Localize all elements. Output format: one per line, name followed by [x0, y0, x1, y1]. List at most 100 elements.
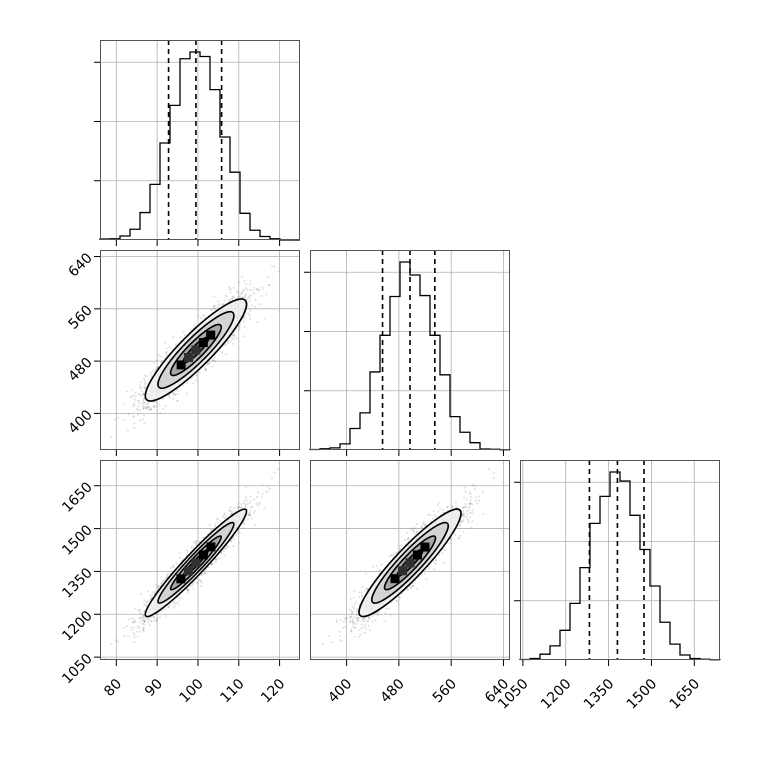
scatter-point — [172, 393, 175, 396]
scatter-point — [220, 552, 223, 555]
scatter-point — [142, 418, 145, 421]
scatter-point — [183, 331, 185, 334]
scatter-point — [271, 265, 273, 268]
scatter-point — [187, 588, 190, 591]
scatter-point — [204, 368, 207, 371]
scatter-point — [175, 562, 178, 565]
scatter-point — [203, 572, 206, 575]
scatter-point — [131, 404, 134, 407]
scatter-point — [224, 343, 227, 346]
scatter-point — [277, 270, 280, 273]
scatter-point — [142, 399, 145, 402]
scatter-point — [197, 315, 200, 317]
scatter-point — [227, 340, 230, 343]
scatter-point — [130, 396, 133, 399]
scatter-point — [237, 506, 240, 509]
scatter-point — [185, 392, 188, 395]
scatter-point — [179, 552, 182, 555]
scatter-point — [235, 534, 238, 537]
scatter-point — [237, 295, 240, 298]
scatter-point — [174, 393, 177, 396]
scatter-point — [151, 593, 154, 596]
scatter-point — [153, 591, 156, 594]
scatter-point — [219, 519, 221, 522]
scatter-point — [210, 562, 213, 565]
scatter-point — [147, 600, 150, 603]
scatter-point — [155, 617, 158, 620]
scatter-point — [257, 289, 260, 292]
scatter-point — [203, 315, 206, 317]
scatter-point — [194, 542, 197, 545]
scatter-point — [222, 515, 224, 518]
scatter-point — [232, 338, 235, 341]
scatter-point — [190, 585, 193, 588]
scatter-point — [155, 359, 158, 362]
scatter-point — [168, 605, 171, 608]
scatter-point — [260, 496, 263, 499]
scatter-point — [130, 617, 133, 620]
scatter-point — [213, 307, 216, 310]
scatter-point — [261, 288, 264, 291]
scatter-point — [143, 422, 146, 425]
scatter-point — [232, 545, 235, 547]
scatter-point — [153, 401, 155, 404]
scatter-point — [187, 589, 190, 592]
scatter-point — [132, 415, 135, 418]
scatter-point — [208, 361, 211, 364]
scatter-point — [219, 557, 222, 560]
scatter-point — [252, 286, 255, 289]
scatter-point — [163, 357, 166, 359]
scatter-point — [249, 294, 252, 297]
scatter-point — [140, 612, 142, 615]
scatter-point — [144, 620, 146, 623]
scatter-point — [125, 390, 128, 393]
scatter-point — [229, 291, 232, 294]
scatter-point — [110, 436, 113, 438]
scatter-point — [157, 354, 160, 357]
scatter-point — [142, 629, 145, 631]
scatter-point — [228, 298, 231, 301]
scatter-point — [232, 295, 235, 298]
scatter-point — [237, 281, 240, 284]
scatter-point — [241, 275, 244, 278]
scatter-point — [244, 286, 247, 289]
scatter-point — [142, 626, 145, 629]
scatter-point — [155, 619, 158, 622]
scatter-point — [205, 368, 207, 371]
scatter-point — [190, 377, 193, 379]
scatter-point — [179, 556, 181, 559]
scatter-point — [273, 265, 276, 268]
scatter-point — [214, 523, 217, 526]
scatter-point — [156, 584, 159, 587]
scatter-point — [237, 532, 240, 535]
scatter-point — [142, 397, 145, 400]
scatter-point — [268, 284, 271, 287]
scatter-point — [155, 400, 158, 403]
scatter-point — [129, 626, 132, 629]
scatter-point — [138, 616, 141, 619]
scatter-point — [195, 379, 198, 382]
scatter-point — [146, 406, 149, 409]
scatter-point — [203, 366, 206, 369]
scatter-point — [136, 626, 139, 628]
panel-border — [310, 250, 510, 450]
scatter-point — [159, 616, 162, 619]
scatter-point — [244, 486, 247, 489]
scatter-point — [132, 416, 135, 418]
scatter-point — [198, 540, 201, 543]
scatter-point — [226, 546, 229, 549]
scatter-point — [141, 389, 144, 392]
scatter-point — [176, 601, 179, 604]
scatter-point — [261, 286, 264, 289]
scatter-point — [249, 499, 252, 502]
scatter-point — [263, 318, 266, 321]
scatter-point — [197, 578, 200, 581]
scatter-point — [143, 609, 146, 612]
scatter-point — [211, 563, 214, 566]
scatter-point — [218, 349, 221, 352]
scatter-point — [143, 401, 146, 404]
scatter-point — [208, 524, 211, 527]
scatter-point — [224, 547, 227, 550]
scatter-point — [142, 623, 145, 625]
scatter-point — [254, 523, 257, 526]
